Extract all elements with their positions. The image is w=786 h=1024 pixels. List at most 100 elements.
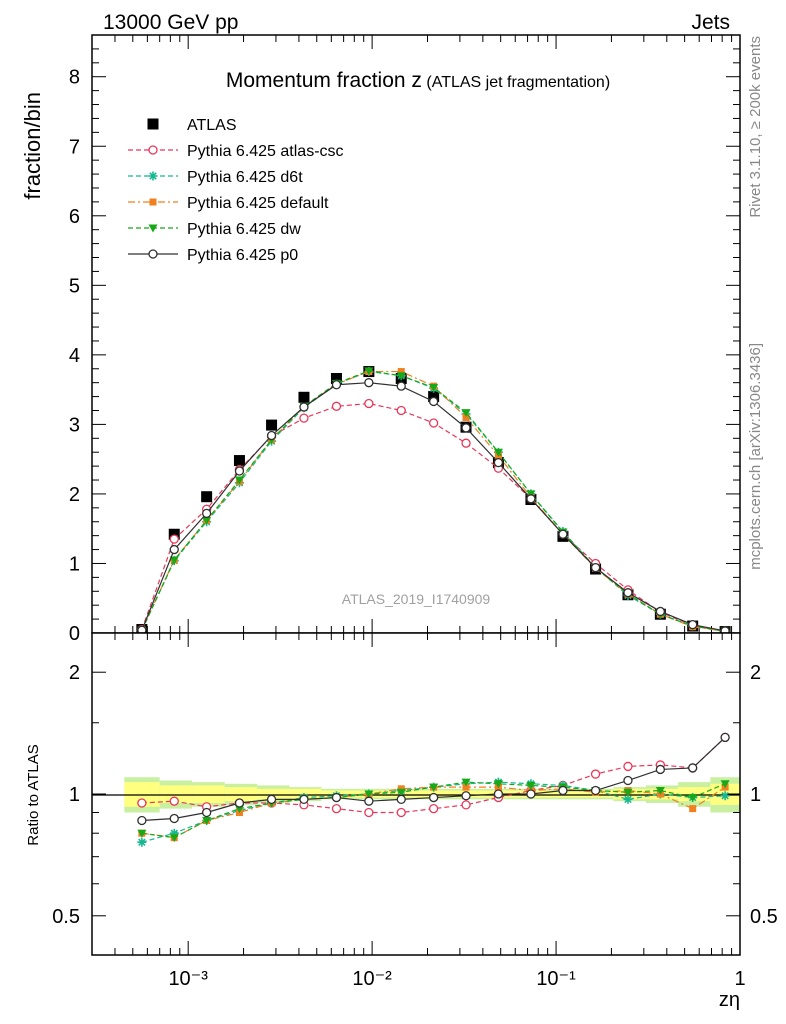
data-point-dw (137, 829, 147, 838)
legend-item-default: Pythia 6.425 default (128, 195, 329, 212)
series-p0 (137, 732, 730, 826)
data-point-atlas-csc (299, 413, 309, 423)
legend-label: Pythia 6.425 p0 (187, 247, 298, 264)
data-point-dw (493, 448, 503, 457)
x-axis-label: zη (719, 989, 740, 1011)
data-point-dw (688, 794, 698, 803)
legend-marker (148, 145, 158, 155)
x-tick-label: 10⁻³ (168, 968, 208, 990)
data-point-p0 (720, 732, 730, 743)
data-point-atlas-csc (590, 769, 601, 779)
data-point-dw (429, 783, 439, 792)
data-point-dw (623, 788, 633, 797)
uncertainty-band-inner (257, 788, 290, 800)
data-point-p0 (428, 792, 439, 803)
data-point-dw (655, 787, 665, 796)
data-point-ATLAS (298, 391, 310, 403)
legend-item-atlas-csc: Pythia 6.425 atlas-csc (128, 143, 344, 160)
data-point-default (462, 413, 470, 421)
data-point-atlas-csc (331, 401, 342, 411)
y-tick-label: 0.5 (52, 906, 80, 928)
data-point-dw (234, 805, 244, 814)
data-point-p0 (331, 380, 342, 390)
legend-marker (149, 198, 157, 206)
data-point-atlas-csc (623, 761, 633, 772)
data-point-ATLAS (201, 491, 213, 503)
mcplots-label: mcplots.cern.ch [arXiv:1306.3436] (747, 343, 764, 570)
series-p0 (137, 378, 730, 636)
data-point-p0 (396, 794, 406, 805)
data-point-ATLAS (330, 373, 342, 385)
data-point-atlas-csc (428, 804, 439, 814)
data-point-dw (493, 780, 503, 789)
data-point-p0 (364, 378, 374, 388)
data-point-p0 (299, 794, 309, 805)
legend-label: Pythia 6.425 dw (187, 221, 301, 238)
y-tick-label-right: 1 (750, 784, 761, 806)
plot-title-suffix: (ATLAS jet fragmentation) (426, 74, 610, 91)
data-point-dw (202, 516, 212, 525)
ratio-y-axis-label: Ratio to ATLAS (25, 744, 42, 845)
data-point-p0 (526, 494, 536, 504)
legend-label: Pythia 6.425 default (187, 195, 329, 212)
data-point-dw (396, 788, 406, 797)
data-point-p0 (137, 815, 147, 826)
data-point-p0 (234, 466, 245, 476)
data-point-default (397, 368, 405, 376)
data-point-dw (202, 817, 212, 826)
y-tick-label: 8 (69, 67, 80, 89)
data-point-atlas-csc (137, 798, 147, 808)
legend: ATLAS Pythia 6.425 atlas-csc Pythia 6.425 … (128, 117, 344, 264)
data-point-p0 (461, 423, 471, 433)
data-point-atlas-csc (396, 405, 406, 416)
y-tick-label-right: 2 (750, 662, 761, 684)
data-point-p0 (590, 785, 601, 796)
data-point-p0 (364, 796, 374, 806)
data-point-p0 (299, 402, 309, 412)
data-point-ATLAS (428, 391, 440, 403)
data-point-dw (364, 790, 374, 799)
data-point-p0 (688, 763, 698, 773)
data-point-d6t (137, 837, 147, 847)
y-tick-label: 0 (69, 623, 80, 645)
main-y-axis-label: fraction/bin (20, 92, 45, 200)
x-tick-label: 10⁻¹ (536, 968, 576, 990)
y-tick-label: 4 (69, 345, 80, 367)
data-point-ATLAS (233, 455, 245, 467)
data-point-atlas-csc (364, 398, 374, 409)
legend-item-dw: Pythia 6.425 dw (128, 221, 301, 238)
uncertainty-band-inner (192, 785, 225, 804)
data-point-dw (396, 372, 406, 381)
x-tick-label: 10⁻² (352, 968, 392, 990)
data-point-p0 (234, 798, 245, 808)
data-point-dw (461, 409, 471, 418)
data-point-ATLAS (266, 419, 278, 431)
legend-marker (147, 118, 159, 130)
data-point-d6t (169, 828, 179, 838)
y-tick-label-right: 0.5 (750, 906, 778, 928)
main-panel: 0 1 2 3 4 5 6 7 8 ATLAS_2019_I1740909 Momentum f… (69, 34, 741, 645)
legend-marker (148, 224, 158, 233)
y-tick-label: 2 (69, 484, 80, 506)
data-point-p0 (623, 775, 633, 786)
data-point-p0 (201, 508, 212, 519)
data-point-atlas-csc (396, 807, 406, 818)
data-point-atlas-csc (169, 796, 179, 806)
data-point-p0 (558, 529, 568, 539)
data-point-default (462, 783, 470, 791)
data-point-default (689, 805, 697, 813)
data-point-atlas-csc (169, 534, 179, 544)
data-point-p0 (331, 792, 342, 803)
uncertainty-band-inner (613, 788, 646, 800)
watermark-label: ATLAS_2019_I1740909 (342, 591, 491, 607)
data-point-atlas-csc (364, 807, 374, 818)
data-point-atlas-csc (461, 800, 471, 810)
legend-item-d6t: Pythia 6.425 d6t (128, 169, 303, 186)
data-point-p0 (655, 764, 666, 775)
data-point-atlas-csc (331, 804, 342, 814)
data-point-p0 (201, 807, 212, 818)
uncertainty-band-inner (224, 787, 258, 802)
y-tick-label: 1 (69, 553, 80, 575)
data-point-p0 (461, 791, 471, 801)
